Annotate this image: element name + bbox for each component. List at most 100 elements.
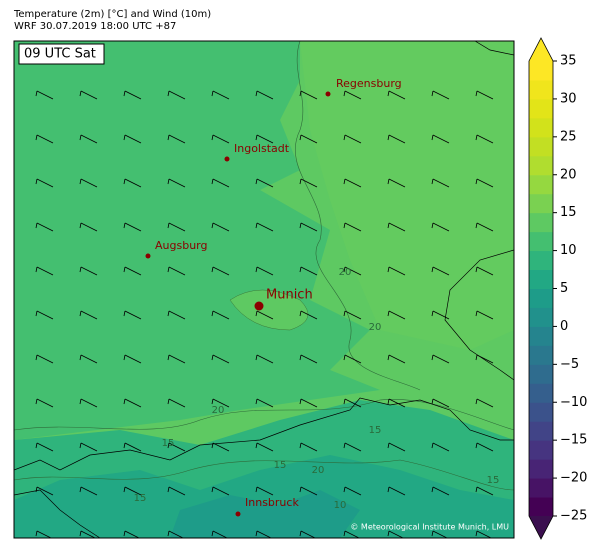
colorbar-tick-label: 30 [560, 91, 577, 106]
wind-barb [167, 266, 186, 276]
wind-barb [299, 486, 318, 496]
wind-barb [123, 178, 142, 188]
colorbar-tick-label: −20 [560, 471, 587, 486]
colorbar-band [529, 383, 553, 403]
city-marker [145, 253, 151, 259]
wind-barb [167, 310, 186, 320]
wind-barb [79, 442, 98, 452]
wind-barb [35, 310, 54, 320]
colorbar-band [529, 174, 553, 195]
figure-title: Temperature (2m) [°C] and Wind (10m) [13, 9, 211, 20]
contour-label: 15 [369, 425, 382, 436]
wind-barb [475, 398, 494, 408]
wind-barb [387, 178, 406, 188]
wind-barb [343, 178, 362, 188]
wind-barb [35, 486, 54, 496]
city-label: Augsburg [155, 239, 207, 252]
wind-barb [255, 178, 274, 188]
wind-barb [343, 266, 362, 276]
city-marker [325, 91, 331, 97]
wind-barb [79, 310, 98, 320]
wind-barb [211, 442, 230, 452]
wind-barb [387, 442, 406, 452]
wind-barb [475, 266, 494, 276]
city-label: Innsbruck [245, 496, 299, 509]
colorbar-band [529, 250, 553, 271]
wind-barb [167, 486, 186, 496]
colorbar-band [529, 98, 553, 119]
colorbar-tick-label: 10 [560, 243, 577, 258]
wind-barb [343, 310, 362, 320]
figure-subtitle: WRF 30.07.2019 18:00 UTC +87 [14, 21, 176, 32]
colorbar-band [529, 402, 553, 422]
wind-barb [475, 178, 494, 188]
contour-line [14, 399, 514, 431]
wind-barb [167, 442, 186, 452]
city-marker [224, 156, 230, 162]
colorbar-tick-label: −25 [560, 509, 587, 524]
border-line [14, 397, 514, 471]
contour-label: 15 [134, 493, 147, 504]
wind-barb [387, 222, 406, 232]
wind-barb [211, 222, 230, 232]
border-line [444, 249, 514, 381]
wind-barb [123, 398, 142, 408]
colorbar-extend-under [529, 516, 553, 539]
wind-barb [299, 266, 318, 276]
wind-barb [79, 134, 98, 144]
wind-barb [211, 486, 230, 496]
colorbar-band [529, 478, 553, 498]
colorbar-band [529, 364, 553, 384]
wind-barb [123, 354, 142, 364]
colorbar-tick-label: 25 [560, 129, 577, 144]
wind-barb [35, 222, 54, 232]
wind-barb [167, 354, 186, 364]
panel-label: 09 UTC Sat [24, 47, 96, 62]
wind-barb [431, 178, 450, 188]
colorbar-tick-label: 15 [560, 205, 577, 220]
wind-barb [255, 134, 274, 144]
colorbar-tick-label: −15 [560, 433, 587, 448]
wind-barb [343, 398, 362, 408]
panel-label-box [18, 43, 105, 65]
wind-barb [255, 398, 274, 408]
wind-barb [35, 442, 54, 452]
colorbar-band [529, 155, 553, 176]
wind-barb [255, 442, 274, 452]
colorbar-band [529, 421, 553, 441]
wind-barb [167, 222, 186, 232]
wind-barb [475, 134, 494, 144]
wind-barb [475, 222, 494, 232]
wind-barb [211, 90, 230, 100]
contour-label: 10 [334, 500, 347, 511]
wind-barb [299, 178, 318, 188]
colorbar-band [529, 212, 553, 233]
wind-barb [387, 310, 406, 320]
wind-barb [255, 310, 274, 320]
wind-barb [299, 90, 318, 100]
wind-barb [431, 398, 450, 408]
wind-barb [211, 266, 230, 276]
wind-barb [123, 442, 142, 452]
colorbar-band [529, 497, 553, 517]
colorbar-band [529, 459, 553, 479]
wind-barb [79, 398, 98, 408]
wind-barb [123, 486, 142, 496]
contour-label: 20 [212, 405, 225, 416]
temp-area [229, 289, 309, 331]
wind-barb [299, 354, 318, 364]
wind-barb [475, 486, 494, 496]
wind-barb [431, 442, 450, 452]
temp-area [170, 490, 360, 538]
wind-barb [299, 222, 318, 232]
wind-barb [211, 398, 230, 408]
credit: © Meteorological Institute Munich, LMU [350, 523, 509, 532]
city-label: Ingolstadt [234, 142, 290, 155]
colorbar-tick-label: 20 [560, 167, 577, 182]
wind-barb [431, 310, 450, 320]
wind-barb [299, 134, 318, 144]
wind-barb [255, 266, 274, 276]
colorbar-band [529, 440, 553, 460]
wind-barb [299, 442, 318, 452]
